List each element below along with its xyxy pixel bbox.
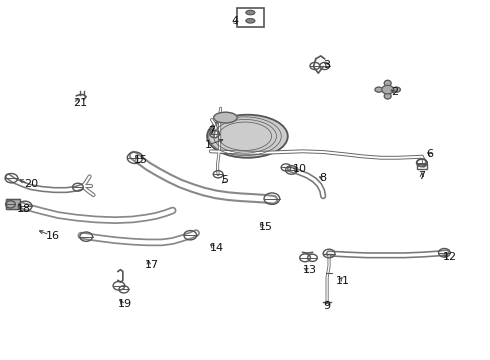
Bar bbox=[237, 8, 264, 27]
Text: 15: 15 bbox=[259, 222, 272, 232]
Ellipse shape bbox=[384, 93, 391, 99]
Ellipse shape bbox=[214, 112, 237, 123]
Text: 14: 14 bbox=[210, 243, 224, 253]
Text: 11: 11 bbox=[336, 276, 350, 286]
Circle shape bbox=[382, 85, 393, 94]
Ellipse shape bbox=[384, 80, 391, 86]
Bar bbox=[5, 199, 20, 210]
Text: 2: 2 bbox=[392, 87, 399, 97]
Ellipse shape bbox=[375, 87, 383, 92]
Bar bbox=[5, 199, 20, 210]
Text: 15: 15 bbox=[134, 155, 147, 165]
Text: 13: 13 bbox=[303, 265, 317, 275]
Ellipse shape bbox=[392, 87, 400, 92]
Ellipse shape bbox=[246, 10, 255, 15]
Text: 5: 5 bbox=[221, 175, 228, 185]
Text: 16: 16 bbox=[46, 231, 60, 240]
Text: 7: 7 bbox=[418, 171, 426, 181]
Text: 19: 19 bbox=[118, 299, 132, 309]
Text: 1: 1 bbox=[205, 140, 212, 150]
Bar bbox=[417, 163, 427, 169]
Text: 7: 7 bbox=[208, 126, 216, 135]
Text: 17: 17 bbox=[145, 260, 159, 270]
Ellipse shape bbox=[246, 19, 255, 23]
Text: 6: 6 bbox=[426, 149, 433, 159]
Text: 8: 8 bbox=[319, 173, 326, 183]
Text: 3: 3 bbox=[323, 60, 330, 70]
Ellipse shape bbox=[207, 115, 288, 158]
Text: 10: 10 bbox=[293, 164, 307, 174]
Text: 9: 9 bbox=[323, 301, 330, 311]
Text: 12: 12 bbox=[443, 252, 457, 262]
Text: 21: 21 bbox=[73, 98, 87, 108]
Text: 20: 20 bbox=[24, 179, 38, 189]
Text: 4: 4 bbox=[231, 17, 239, 27]
Text: 18: 18 bbox=[16, 204, 30, 215]
